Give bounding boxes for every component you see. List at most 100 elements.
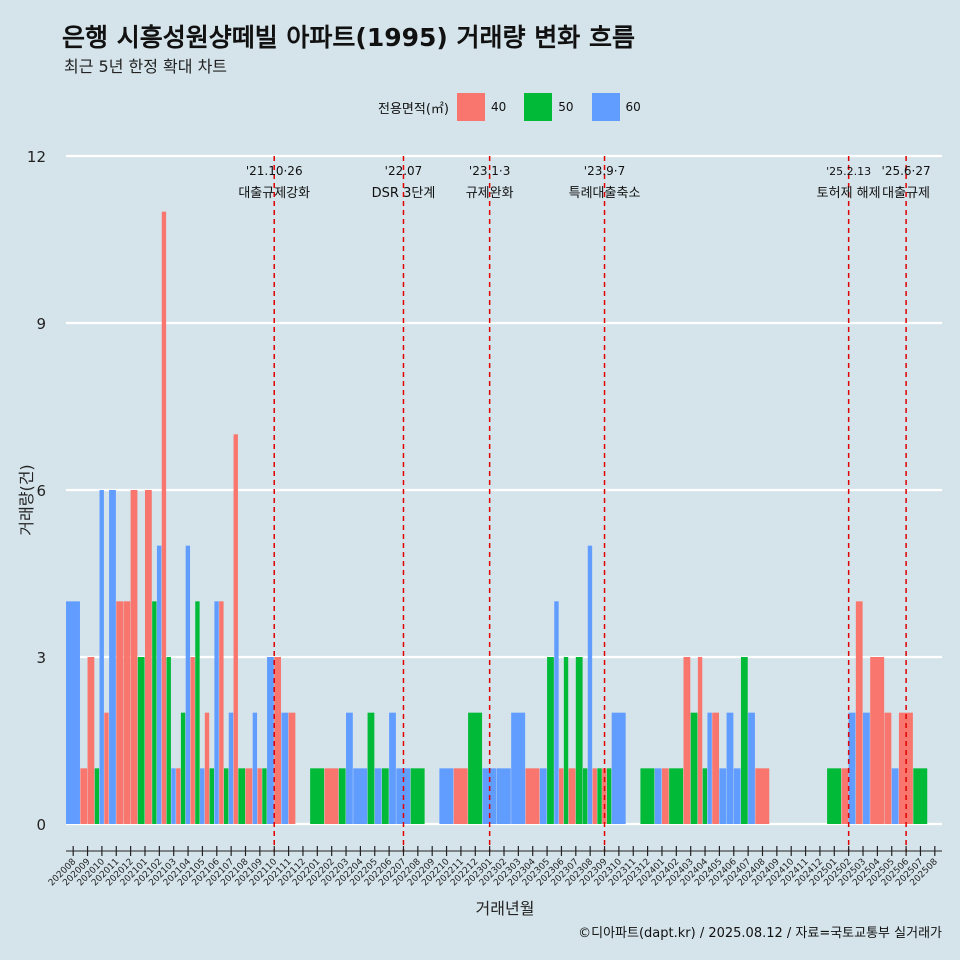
bar-202205-50 [367, 712, 375, 824]
bar-202307-50 [575, 657, 583, 824]
bar-202210-60 [439, 768, 454, 824]
y-tick-label: 0 [36, 816, 46, 834]
bar-202405-60 [719, 768, 727, 824]
bar-202403-40 [683, 657, 691, 824]
bar-202101-50 [137, 657, 145, 824]
bar-202107-40 [233, 434, 238, 824]
annotation-date: '25.6·27 [882, 164, 931, 178]
bar-202401-40 [661, 768, 669, 824]
bar-202203-50 [338, 768, 346, 824]
bar-202503-60 [863, 712, 870, 824]
event-lines: '21.10·26 대출규제강화 '22.07 DSR 3단계 '23.1·3 규제완화 '… [238, 156, 931, 852]
annotation-text: 규제완화 [466, 186, 514, 201]
bar-202103-60 [171, 768, 176, 824]
bar-202102-60 [156, 545, 162, 824]
bar-202408-40 [755, 768, 770, 824]
bar-202307-40 [568, 768, 576, 824]
bar-202502-40 [841, 768, 849, 824]
legend-label-50: 50 [558, 100, 574, 114]
chart-title: 은행 시흥성원샹떼빌 아파트(1995) 거래량 변화 흐름 [62, 23, 635, 52]
bar-202309-50 [597, 768, 602, 824]
bar-202306-50 [563, 657, 569, 824]
bar-202212-50 [468, 712, 483, 824]
annotation-text: 대출규제강화 [238, 186, 310, 201]
bar-202405-40 [712, 712, 720, 824]
bar-202106-50 [209, 768, 214, 824]
annotation-text: 대출규제 [882, 186, 930, 201]
bar-202507-50 [913, 768, 928, 824]
bar-202203-60 [346, 712, 353, 824]
bar-202104-40 [190, 657, 195, 824]
bar-202202-40 [324, 768, 339, 824]
bar-202012-40 [130, 490, 138, 824]
y-tick-label: 9 [36, 315, 46, 333]
x-axis-label: 거래년월 [476, 899, 535, 918]
bar-202308-60 [587, 545, 593, 824]
annotation-date: '21.10·26 [246, 164, 303, 178]
bar-202402-50 [669, 768, 684, 824]
bar-202309-50 [606, 768, 612, 824]
annotation-text: 특례대출축소 [569, 186, 641, 201]
bar-202305-60 [539, 768, 547, 824]
bar-202009-40 [80, 768, 88, 824]
bar-202407-60 [748, 712, 755, 824]
bar-202104-50 [180, 712, 186, 824]
bar-202205-60 [374, 768, 382, 824]
bar-202107-60 [228, 712, 234, 824]
bar-202406-60 [733, 768, 741, 824]
bar-202211-40 [453, 768, 468, 824]
bar-202102-40 [161, 211, 167, 824]
source-caption: ©디아파트(dapt.kr) / 2025.08.12 / 자료=국토교통부 실… [578, 926, 942, 941]
bar-202504-40 [870, 657, 885, 824]
y-tick-label: 6 [36, 482, 46, 500]
bar-202305-50 [547, 657, 554, 824]
bar-202010-40 [104, 712, 109, 824]
bar-202303-60 [511, 712, 526, 824]
bar-202503-40 [855, 601, 863, 824]
bar-202208-50 [410, 768, 425, 824]
bar-202505-60 [891, 768, 899, 824]
grid-lines [66, 154, 942, 826]
legend-label-40: 40 [490, 100, 507, 114]
bar-202105-60 [200, 768, 205, 824]
bar-202407-50 [740, 657, 748, 824]
bar-202406-60 [726, 712, 734, 824]
bar-202401-60 [654, 768, 662, 824]
bar-202103-50 [166, 657, 171, 824]
legend: 전용면적(㎡) 40 50 60 [378, 92, 659, 122]
bar-202306-60 [554, 601, 559, 824]
bar-202111-60 [281, 712, 289, 824]
bar-202107-50 [223, 768, 229, 824]
bar-202010-60 [99, 490, 104, 824]
bar-202106-60 [214, 601, 219, 824]
bar-202102-50 [152, 601, 157, 824]
bar-202108-40 [245, 768, 253, 824]
bar-202109-50 [262, 768, 267, 824]
legend-key-60 [591, 93, 620, 121]
y-axis-label: 거래량(건) [17, 464, 36, 535]
bar-202105-40 [204, 712, 210, 824]
bar-202201-50 [310, 768, 325, 824]
bar-202106-40 [219, 601, 224, 824]
bar-202404-40 [697, 657, 703, 824]
bar-202101-40 [144, 490, 152, 824]
bar-202109-40 [257, 768, 262, 824]
bar-202105-50 [195, 601, 200, 824]
annotation-text: 토허제 해제 [817, 186, 881, 201]
bar-202505-40 [884, 712, 892, 824]
bar-202304-40 [525, 768, 540, 824]
bar-202404-60 [707, 712, 712, 824]
bars [66, 211, 928, 824]
bar-202308-50 [582, 768, 588, 824]
bar-202008-60 [66, 601, 80, 824]
bar-202011-60 [109, 490, 116, 824]
annotation-date: '23.9·7 [584, 164, 625, 178]
bar-202310-60 [611, 712, 626, 824]
annotation-date: '25.2.13 [826, 165, 871, 178]
bar-202306-40 [559, 768, 564, 824]
bar-202010-50 [94, 768, 100, 824]
y-tick-label: 12 [27, 148, 46, 166]
bar-202109-60 [252, 712, 258, 824]
bar-202404-50 [702, 768, 708, 824]
